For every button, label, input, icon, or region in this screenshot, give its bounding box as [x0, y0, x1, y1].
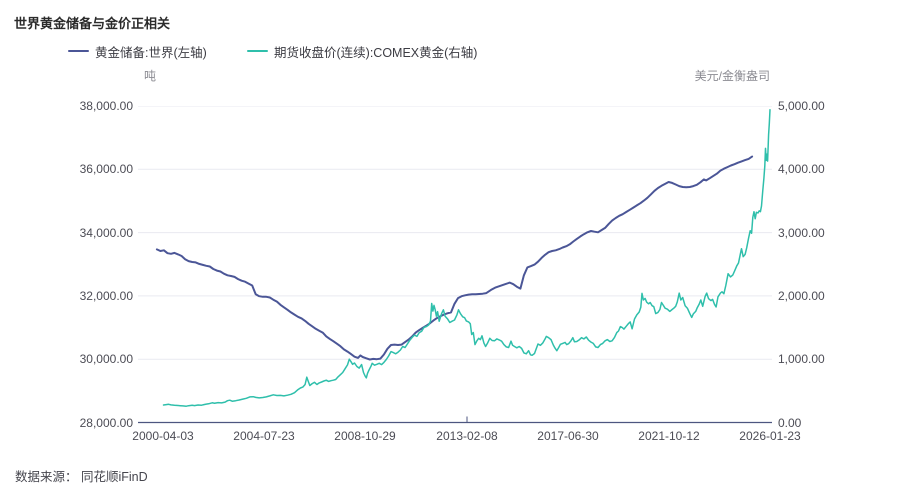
legend-item-gold-reserves[interactable]: 黄金储备:世界(左轴): [68, 42, 207, 60]
x-axis-tick: 2013-02-08: [436, 429, 498, 443]
x-axis-tick: 2008-10-29: [334, 429, 396, 443]
right-axis-tick: 2,000.00: [778, 289, 825, 303]
right-axis-tick: 1,000.00: [778, 352, 825, 366]
right-axis-tick: 3,000.00: [778, 226, 825, 240]
legend-label-gold-reserves: 黄金储备:世界(左轴): [95, 45, 207, 60]
left-axis-tick: 28,000.00: [79, 416, 133, 430]
x-axis-tick: 2000-04-03: [132, 429, 194, 443]
legend-label-comex-gold: 期货收盘价(连续):COMEX黄金(右轴): [274, 45, 478, 60]
plot-area: [138, 106, 772, 424]
left-axis-tick: 34,000.00: [79, 226, 133, 240]
x-axis-tick: 2021-10-12: [638, 429, 700, 443]
left-axis-tick: 38,000.00: [79, 99, 133, 113]
legend-item-comex-gold[interactable]: 期货收盘价(连续):COMEX黄金(右轴): [247, 42, 477, 60]
legend: 黄金储备:世界(左轴) 期货收盘价(连续):COMEX黄金(右轴): [0, 42, 901, 60]
left-axis-tick: 32,000.00: [79, 289, 133, 303]
x-axis-tick: 2017-06-30: [537, 429, 599, 443]
right-axis-tick: 0.00: [778, 416, 802, 430]
data-source: 数据来源： 同花顺iFinD: [15, 470, 148, 484]
left-axis-tick: 36,000.00: [79, 162, 133, 176]
right-axis-unit: 美元/金衡盎司: [694, 69, 770, 83]
x-axis-tick: 2026-01-23: [739, 429, 801, 443]
right-axis-tick: 5,000.00: [778, 99, 825, 113]
x-axis-tick: 2004-07-23: [233, 429, 295, 443]
chart-title: 世界黄金储备与金价正相关: [14, 16, 171, 31]
right-axis-tick: 4,000.00: [778, 162, 825, 176]
reserves-line-swatch-icon: [68, 49, 89, 53]
left-axis-unit: 吨: [143, 69, 156, 83]
comex-line-swatch-icon: [247, 49, 268, 53]
left-axis-tick: 30,000.00: [79, 352, 133, 366]
